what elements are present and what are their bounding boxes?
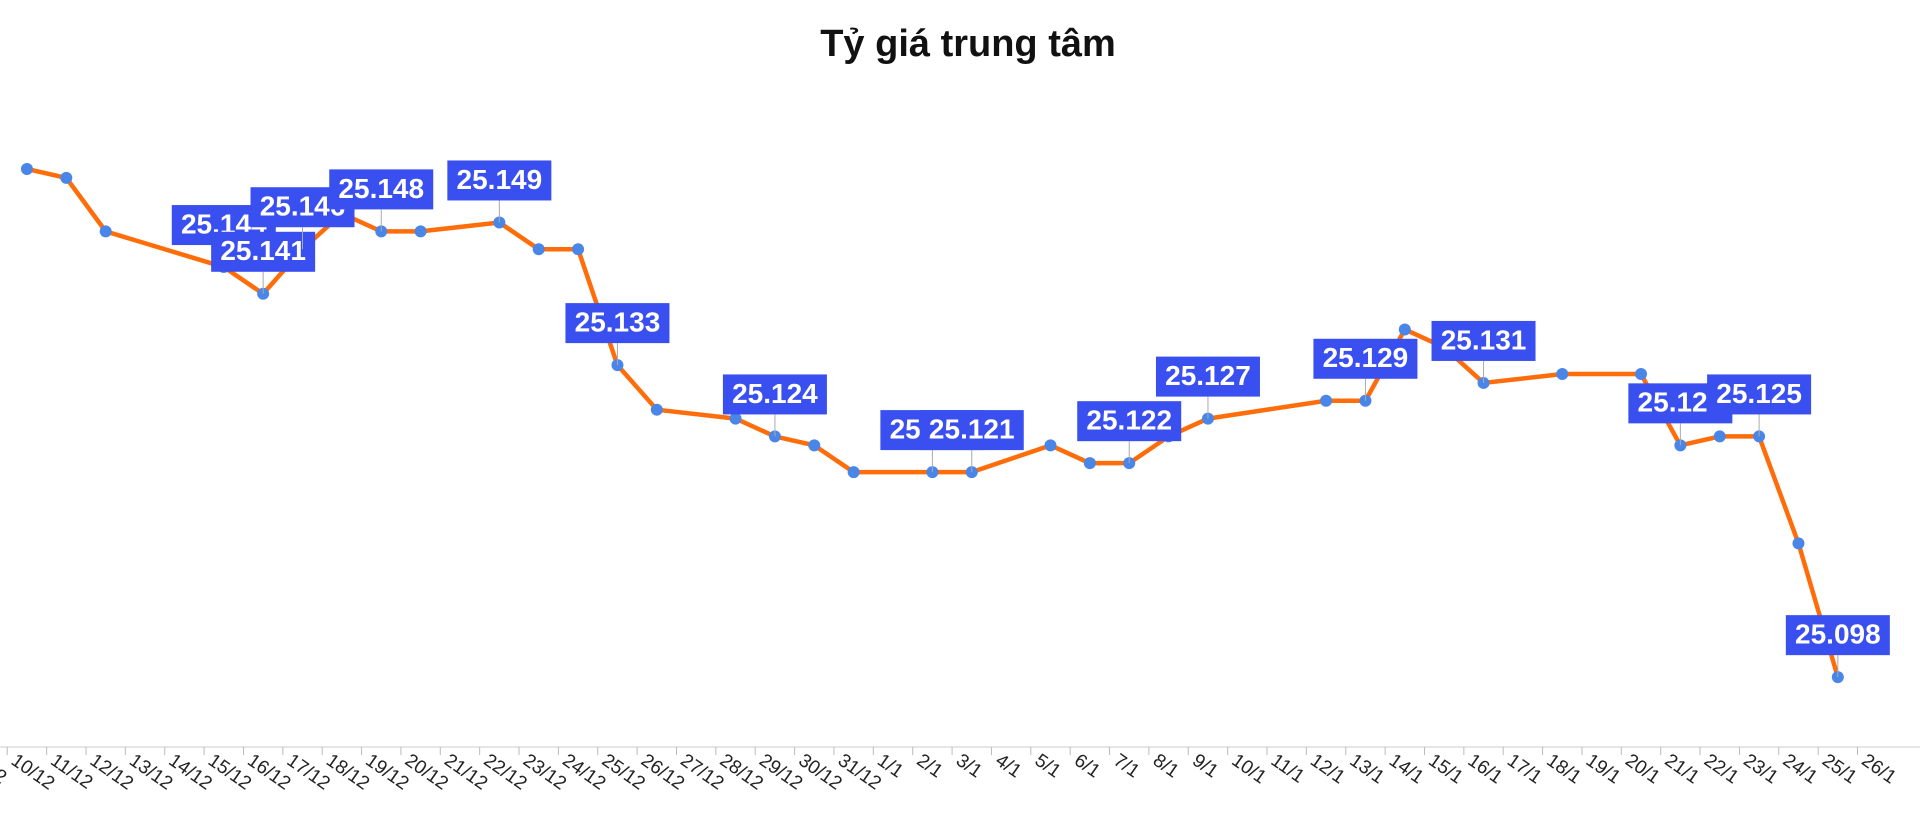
label-box [211,231,316,272]
data-label-text: 25.121 [929,413,1015,444]
point [532,243,545,256]
label-box [1785,615,1890,656]
point [1556,368,1569,381]
point [847,466,860,479]
point [1044,439,1057,452]
point [60,171,73,184]
point [808,439,821,452]
data-label: 25.125 [1707,374,1812,437]
point [1792,537,1805,550]
data-label-text: 25.148 [338,173,424,204]
data-label: 25.141 [211,231,316,294]
data-label-text: 25.141 [220,235,306,266]
point [1320,394,1333,407]
data-label-text: 25.131 [1441,324,1527,355]
point [20,162,33,175]
data-label: 25.149 [447,160,552,223]
point [1635,368,1647,381]
data-label: 25.148 [329,169,434,232]
data-label-text: 25.133 [575,307,661,338]
data-label: 25.121 [919,410,1024,473]
data-label: 25.133 [565,303,670,366]
point [99,225,112,238]
data-label: 25.127 [1155,356,1260,419]
label-box [447,160,552,201]
data-label: 25.098 [1785,615,1890,678]
label-box [329,169,434,210]
data-label-text: 25.122 [1086,405,1172,436]
data-label: 25.129 [1313,338,1418,401]
data-label: 25.131 [1431,320,1536,383]
point [414,225,427,238]
data-label-text: 25.129 [1323,342,1409,373]
label-box [1155,356,1260,397]
chart-title: Tỷ giá trung tâm [820,23,1116,65]
label-box [1313,338,1418,379]
label-box [919,410,1024,451]
label-box [1707,374,1812,415]
label-box [1077,401,1182,442]
label-box [722,374,827,415]
data-label-text: 25.098 [1795,619,1881,650]
data-label-text: 25.124 [732,378,818,409]
data-label-text: 25.149 [457,164,543,195]
point [729,412,742,425]
point [650,403,663,416]
data-label-text: 25.127 [1165,360,1251,391]
point [1083,457,1096,470]
data-label: 25.124 [722,374,827,437]
point [1398,323,1411,336]
label-box [565,303,670,344]
point [572,243,585,256]
data-label-text: 25.125 [1716,378,1802,409]
x-tick-label: 9/12 [0,750,10,788]
label-box [1431,320,1536,361]
point [1713,430,1726,443]
data-label: 25.122 [1077,401,1182,464]
